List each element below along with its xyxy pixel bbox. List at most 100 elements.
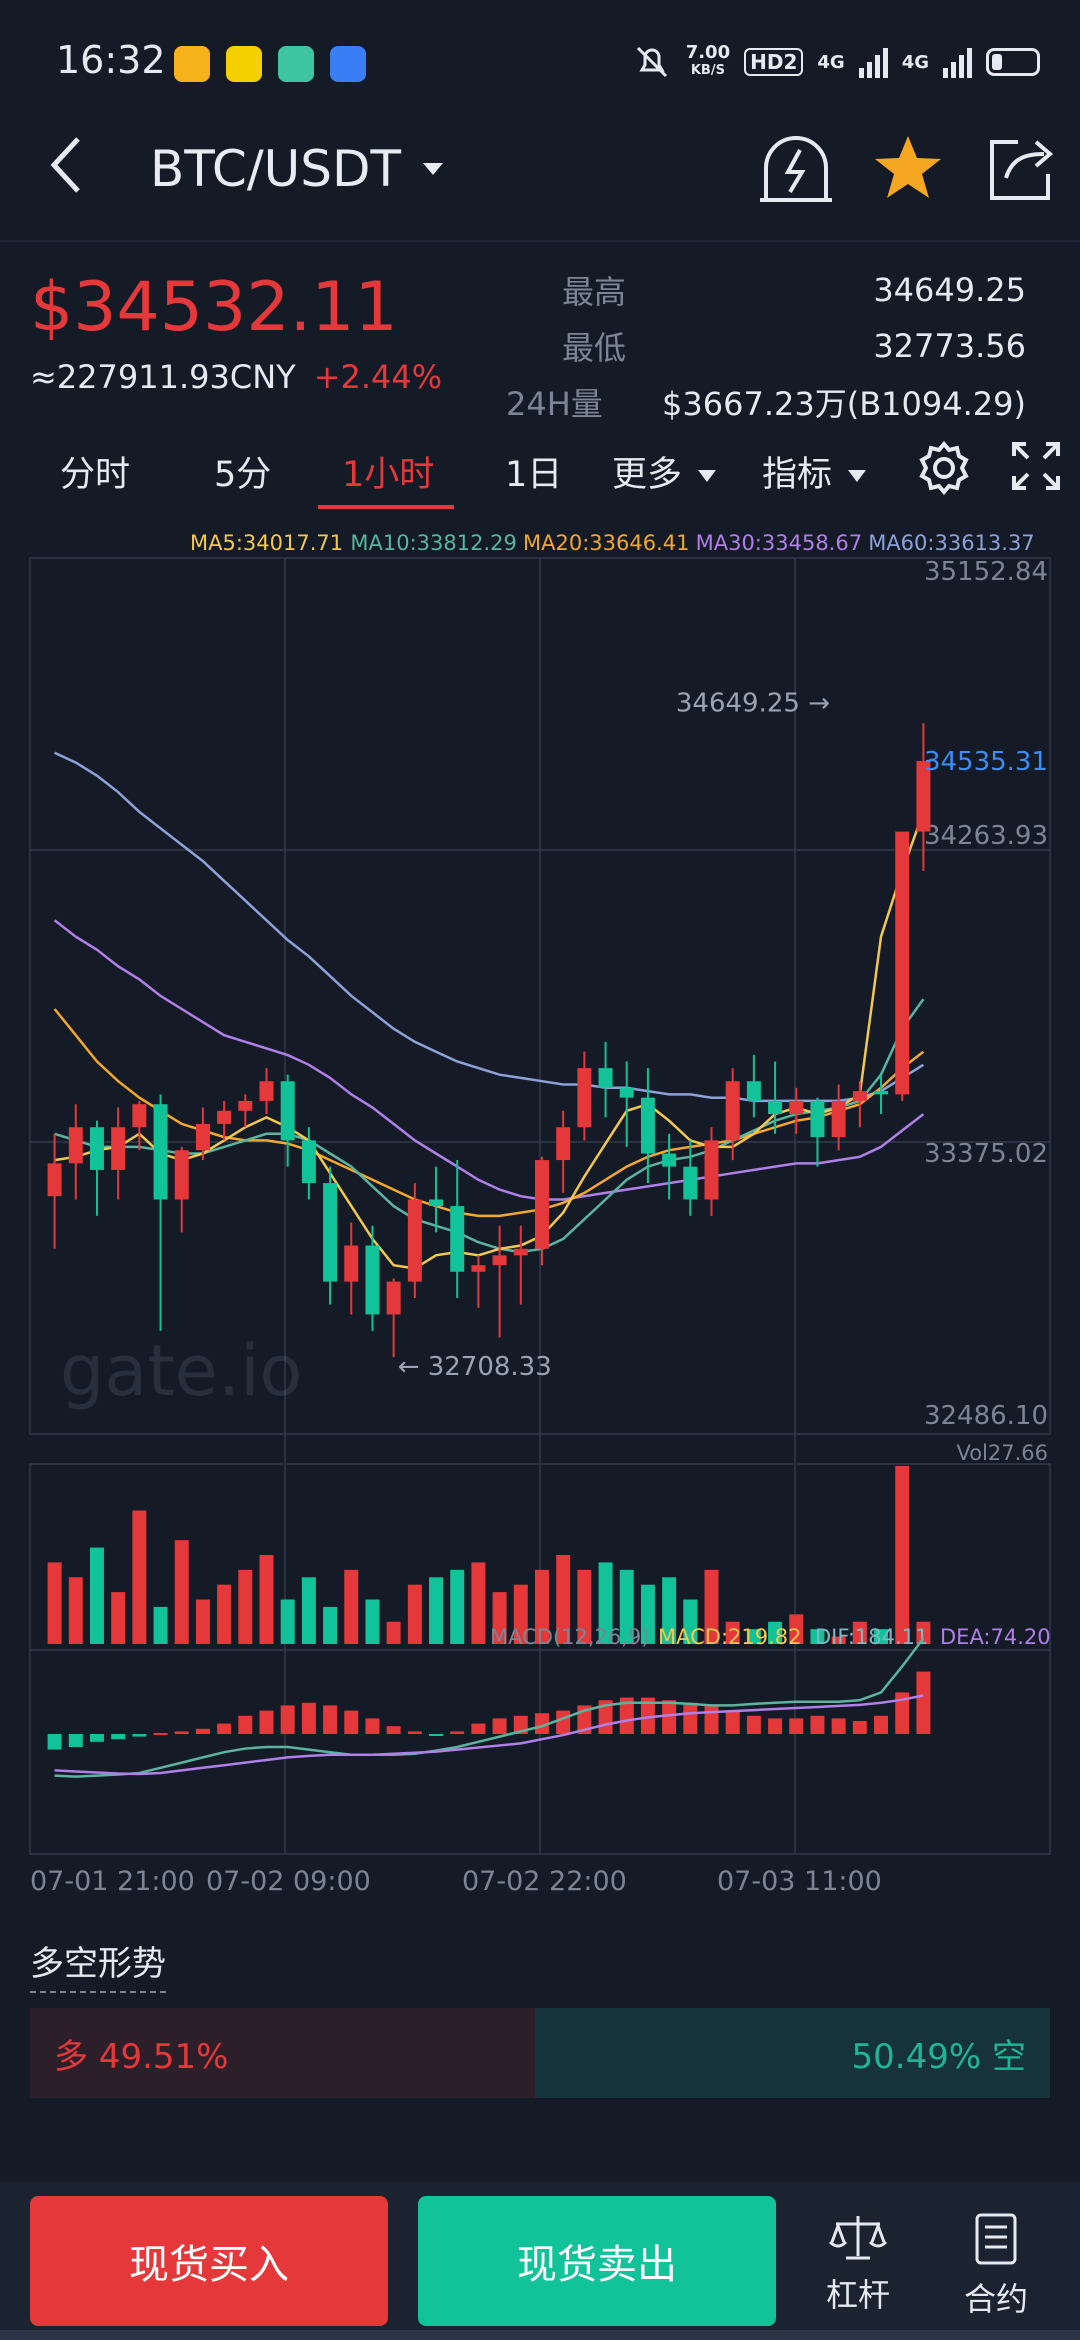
leverage-button[interactable]: 杠杆 bbox=[813, 2212, 903, 2316]
macd-hist-bar bbox=[386, 1726, 401, 1734]
tab-5min[interactable]: 5分 bbox=[214, 455, 272, 495]
volume-bar bbox=[429, 1577, 444, 1644]
fullscreen-icon[interactable] bbox=[1012, 442, 1060, 490]
volume-label: Vol27.66 bbox=[956, 1441, 1048, 1465]
dea-line bbox=[54, 1694, 924, 1776]
volume-bar bbox=[111, 1592, 126, 1644]
low-value: 32773.56 bbox=[873, 327, 1026, 365]
macd-legend-label: MACD(12,26,9) bbox=[490, 1625, 650, 1649]
x-axis-label: 07-02 22:00 bbox=[462, 1866, 627, 1897]
low-label: 最低 bbox=[562, 329, 627, 367]
volume-bar bbox=[831, 1636, 846, 1644]
ma-legend-item: MA30:33458.67 bbox=[696, 531, 862, 555]
green-app-icon bbox=[278, 46, 314, 82]
candle-body bbox=[195, 1123, 210, 1151]
volume-bar bbox=[301, 1577, 316, 1644]
volume-bar bbox=[916, 1621, 931, 1644]
volume-bar bbox=[810, 1629, 825, 1644]
volume-bar bbox=[238, 1569, 253, 1644]
macd-hist-bar bbox=[195, 1728, 210, 1734]
macd-hist-bar bbox=[280, 1705, 295, 1734]
volume-bar bbox=[450, 1569, 465, 1644]
volume-bar bbox=[556, 1555, 571, 1644]
contract-button[interactable]: 合约 bbox=[951, 2212, 1041, 2320]
status-bar: 16:32 7.00 KB/S HD2 4G 4G bbox=[0, 0, 1080, 120]
ma30-line bbox=[53, 919, 925, 1201]
high-value: 34649.25 bbox=[873, 271, 1026, 309]
volume-bar bbox=[513, 1584, 528, 1644]
volume-bar bbox=[725, 1621, 740, 1644]
high-marker-label: 34649.25 → bbox=[676, 688, 830, 718]
status-right: 7.00 KB/S HD2 4G 4G bbox=[632, 40, 1040, 84]
tab-1hour[interactable]: 1小时 bbox=[342, 455, 435, 495]
price-alert-icon[interactable] bbox=[756, 128, 836, 208]
volume-bar bbox=[704, 1569, 719, 1644]
volume-bar bbox=[132, 1510, 147, 1644]
macd-hist-bar bbox=[874, 1715, 889, 1734]
macd-hist-bar bbox=[407, 1731, 422, 1734]
signal-icon-2 bbox=[943, 46, 972, 78]
tab-1day[interactable]: 1日 bbox=[505, 455, 563, 495]
tab-timeline[interactable]: 分时 bbox=[60, 455, 131, 495]
volume-bar bbox=[471, 1562, 486, 1644]
x-axis-label: 07-03 11:00 bbox=[717, 1866, 882, 1897]
candle-body bbox=[513, 1248, 528, 1256]
volume-bar bbox=[662, 1577, 677, 1644]
macd-hist-bar bbox=[725, 1710, 740, 1734]
back-arrow-icon[interactable] bbox=[46, 135, 86, 195]
long-short-title[interactable]: 多空形势 bbox=[30, 1936, 166, 1993]
macd-hist-bar bbox=[259, 1710, 274, 1734]
document-icon bbox=[975, 2213, 1017, 2265]
candle-body bbox=[874, 1091, 889, 1095]
header bbox=[0, 120, 1080, 242]
pair-title: BTC/USDT bbox=[150, 140, 402, 198]
volume-bar bbox=[577, 1569, 592, 1644]
y-tick-label: 32486.10 bbox=[924, 1401, 1048, 1431]
macd-hist-bar bbox=[746, 1715, 761, 1734]
volume-bar bbox=[407, 1584, 422, 1644]
candle-body bbox=[916, 760, 931, 832]
macd-hist-bar bbox=[301, 1702, 316, 1734]
candle-body bbox=[640, 1097, 655, 1154]
volume-bar bbox=[534, 1569, 549, 1644]
volume-bar bbox=[68, 1577, 83, 1644]
favorite-star-icon[interactable] bbox=[868, 128, 948, 208]
pair-selector[interactable]: BTC/USDT bbox=[150, 140, 444, 198]
dif-line bbox=[54, 1637, 925, 1778]
candle-body bbox=[450, 1206, 465, 1272]
volume-bar bbox=[47, 1562, 62, 1644]
volume-bar bbox=[344, 1569, 359, 1644]
kline-chart[interactable]: MA5:34017.71 MA10:33812.29 MA20:33646.41 MA… bbox=[0, 520, 1080, 1900]
tab-indicators[interactable]: 指标 bbox=[762, 446, 867, 497]
mute-bell-icon bbox=[636, 46, 667, 78]
macd-hist-bar bbox=[852, 1721, 867, 1734]
candle-body bbox=[89, 1127, 104, 1170]
spot-sell-button[interactable]: 现货卖出 bbox=[418, 2196, 776, 2326]
signal-label-1: 4G bbox=[817, 51, 845, 73]
tab-more[interactable]: 更多 bbox=[612, 446, 717, 497]
macd-hist-bar bbox=[534, 1713, 549, 1734]
macd-hist-bar bbox=[556, 1710, 571, 1734]
ma60-line bbox=[54, 751, 925, 1103]
volume-bar bbox=[89, 1547, 104, 1644]
caret-down-icon bbox=[423, 163, 444, 175]
settings-gear-icon[interactable] bbox=[916, 440, 972, 496]
ma-legend-item: MA20:33646.41 bbox=[523, 531, 689, 555]
macd-hist-bar bbox=[111, 1734, 126, 1740]
candle-body bbox=[365, 1245, 380, 1315]
share-icon[interactable] bbox=[982, 128, 1062, 208]
candle-body bbox=[725, 1081, 740, 1141]
short-segment: 50.49% 空 bbox=[535, 2008, 1050, 2098]
volume-bar bbox=[768, 1621, 783, 1644]
spot-buy-button[interactable]: 现货买入 bbox=[30, 2196, 388, 2326]
home-indicator bbox=[0, 2330, 1080, 2340]
candle-body bbox=[344, 1245, 359, 1282]
ma-legend-item: MA60:33613.37 bbox=[868, 531, 1034, 555]
candle-body bbox=[386, 1281, 401, 1315]
watermark-text: gate.io bbox=[60, 1330, 302, 1412]
volume-bar bbox=[746, 1629, 761, 1644]
ma-legend-item: MA5:34017.71 bbox=[190, 531, 343, 555]
x-axis-label: 07-01 21:00 bbox=[30, 1866, 195, 1897]
macd-hist-bar bbox=[789, 1718, 804, 1734]
candle-body bbox=[280, 1081, 295, 1141]
